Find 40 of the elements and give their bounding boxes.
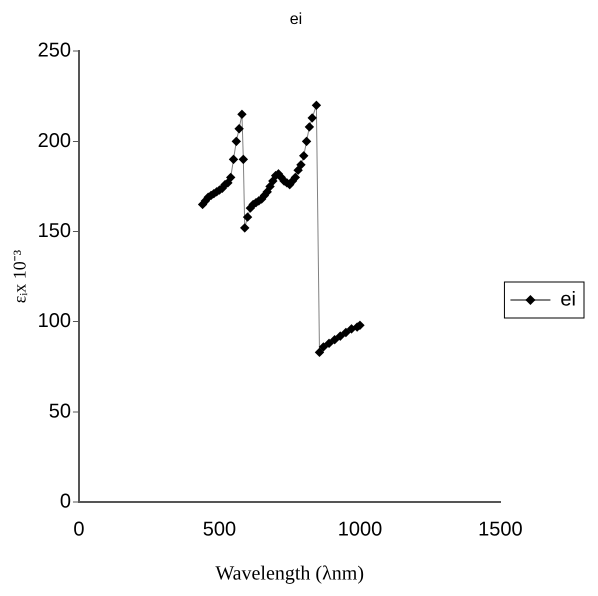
point xyxy=(237,110,246,119)
point xyxy=(302,136,312,146)
point xyxy=(304,122,314,132)
point xyxy=(336,332,345,341)
point xyxy=(262,187,272,196)
y-tick-label: 0 xyxy=(60,490,71,513)
point xyxy=(308,113,317,122)
point xyxy=(266,182,275,191)
point xyxy=(234,124,244,134)
y-tick-label: 250 xyxy=(38,40,71,62)
point xyxy=(268,176,278,186)
point xyxy=(312,100,321,110)
y-axis-title: εᵢx 10⁻³ xyxy=(10,249,30,304)
point xyxy=(347,324,356,334)
point xyxy=(290,172,300,182)
point xyxy=(314,348,324,357)
x-axis-title: Wavelength (λnm) xyxy=(215,562,364,584)
point xyxy=(330,335,340,344)
y-tick-label: 100 xyxy=(38,310,71,332)
legend-label: ei xyxy=(560,288,576,311)
x-tick-label: 1000 xyxy=(338,518,382,541)
x-tick-label: 1500 xyxy=(478,518,523,541)
x-tick-label: 500 xyxy=(202,518,236,541)
point xyxy=(232,136,241,146)
point xyxy=(240,223,250,232)
point xyxy=(226,172,236,182)
point xyxy=(296,160,306,170)
point xyxy=(238,154,248,164)
y-tick-label: 200 xyxy=(38,130,71,152)
x-tick-label: 0 xyxy=(73,518,85,541)
y-tick-label: 150 xyxy=(38,220,71,242)
point xyxy=(243,212,252,222)
chart-title: ei xyxy=(290,11,302,28)
point xyxy=(229,154,238,164)
point xyxy=(294,166,303,175)
y-tick-label: 50 xyxy=(48,400,71,422)
point xyxy=(299,151,308,160)
point xyxy=(324,338,334,348)
point xyxy=(318,342,328,352)
point xyxy=(341,328,350,337)
